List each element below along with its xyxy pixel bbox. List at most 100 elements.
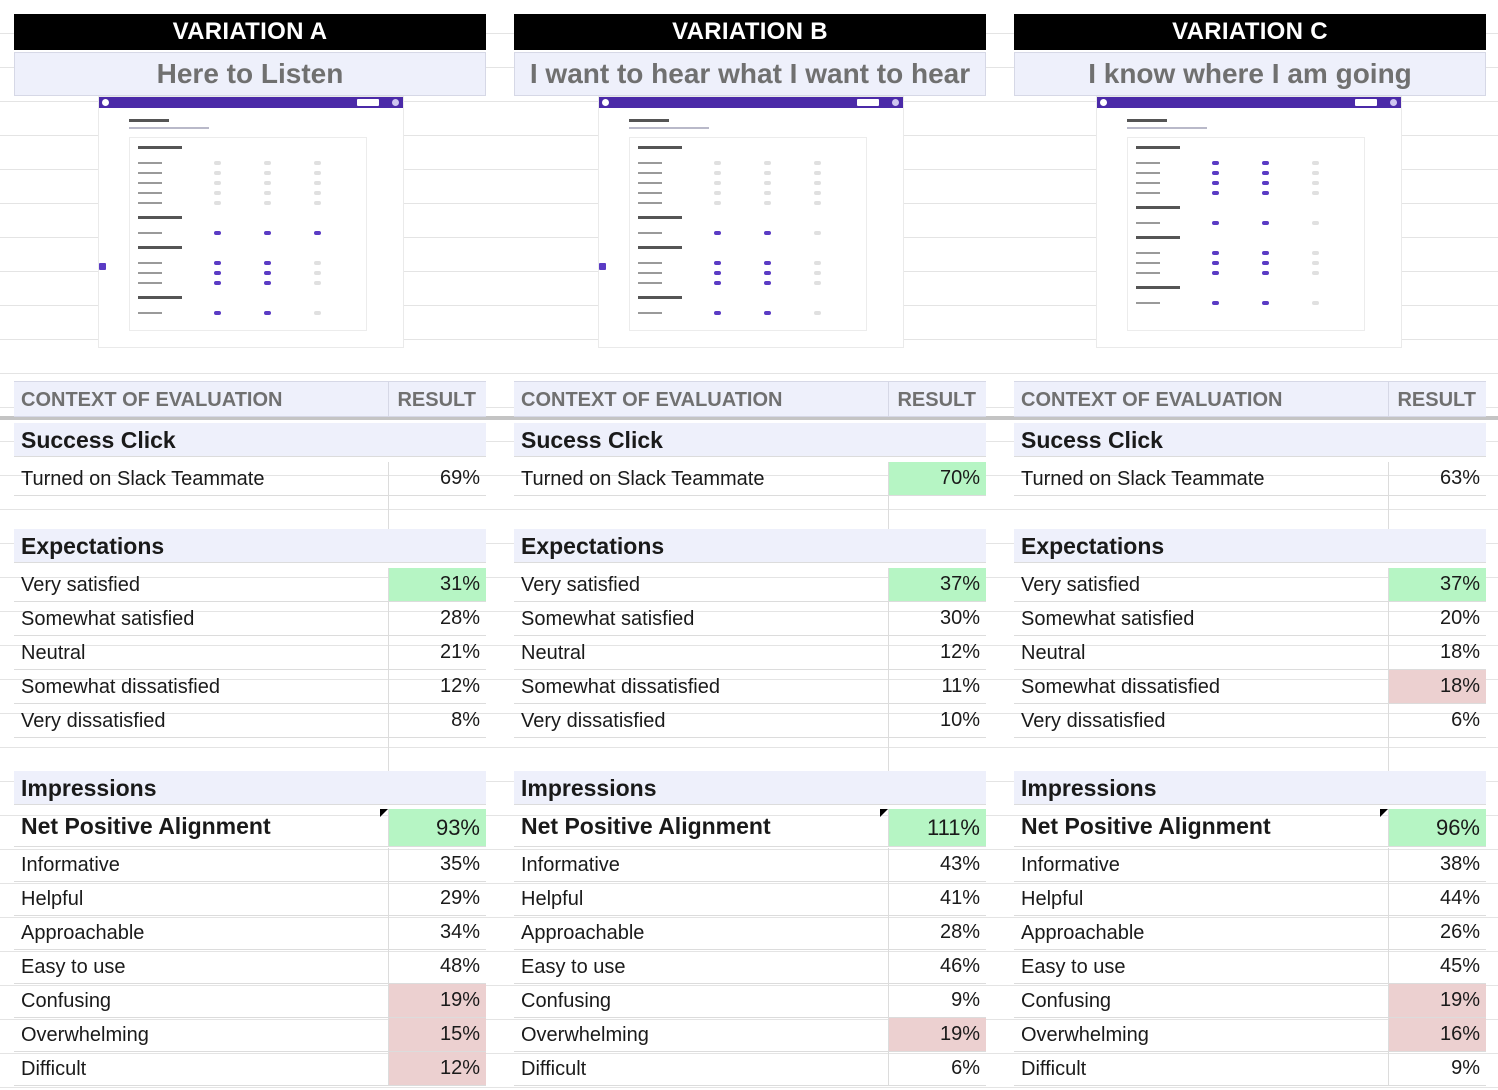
screenshot-thumbnail[interactable] — [1096, 96, 1402, 348]
result-cell[interactable]: 70% — [889, 462, 986, 495]
result-cell[interactable]: 12% — [389, 1052, 486, 1085]
comment-marker-icon[interactable] — [880, 809, 888, 817]
result-cell[interactable]: 16% — [1389, 1018, 1486, 1051]
result-cell[interactable]: 9% — [951, 989, 980, 1011]
empty-row[interactable] — [14, 738, 486, 772]
section-row-expectations[interactable]: Expectations — [514, 529, 986, 563]
table-row[interactable]: Confusing 19% — [14, 984, 486, 1018]
table-row[interactable]: Overwhelming 19% — [514, 1018, 986, 1052]
result-cell[interactable]: 12% — [439, 675, 480, 697]
result-cell[interactable]: 10% — [939, 709, 980, 731]
result-cell[interactable]: 93% — [389, 809, 486, 846]
table-row[interactable]: Helpful 41% — [514, 882, 986, 916]
result-cell[interactable]: 19% — [389, 984, 486, 1017]
table-row[interactable]: Neutral 18% — [1014, 636, 1486, 670]
table-row[interactable]: Difficult 6% — [514, 1052, 986, 1086]
section-row-impressions[interactable]: Impressions — [1014, 771, 1486, 805]
table-row[interactable]: Easy to use 45% — [1014, 950, 1486, 984]
empty-row[interactable] — [514, 496, 986, 530]
variation-subtitle[interactable]: I know where I am going — [1014, 52, 1486, 96]
result-header[interactable]: RESULT — [897, 389, 976, 411]
table-row[interactable]: Very dissatisfied 6% — [1014, 704, 1486, 738]
result-cell[interactable]: 20% — [1439, 607, 1480, 629]
result-cell[interactable]: 29% — [439, 887, 480, 909]
empty-row[interactable] — [1014, 496, 1486, 530]
result-cell[interactable]: 8% — [451, 709, 480, 731]
table-row[interactable]: Very satisfied 37% — [514, 568, 986, 602]
result-cell[interactable]: 28% — [939, 921, 980, 943]
table-row[interactable]: Very dissatisfied 8% — [14, 704, 486, 738]
table-row[interactable]: Informative 35% — [14, 848, 486, 882]
net-positive-row[interactable]: Net Positive Alignment 93% — [14, 809, 486, 847]
variation-title[interactable]: VARIATION A — [14, 14, 486, 50]
result-cell[interactable]: 11% — [941, 675, 980, 697]
result-cell[interactable]: 38% — [1439, 853, 1480, 875]
result-cell[interactable]: 21% — [439, 641, 480, 663]
screenshot-thumbnail[interactable] — [598, 96, 904, 348]
result-header[interactable]: RESULT — [397, 389, 476, 411]
table-row[interactable]: Somewhat satisfied 28% — [14, 602, 486, 636]
section-row-expectations[interactable]: Expectations — [14, 529, 486, 563]
result-cell[interactable]: 19% — [889, 1018, 986, 1051]
empty-row[interactable] — [514, 738, 986, 772]
table-row[interactable]: Helpful 44% — [1014, 882, 1486, 916]
net-positive-row[interactable]: Net Positive Alignment 111% — [514, 809, 986, 847]
table-row[interactable]: Somewhat dissatisfied 12% — [14, 670, 486, 704]
table-row[interactable]: Approachable 34% — [14, 916, 486, 950]
section-row-success[interactable]: Sucess Click — [514, 423, 986, 457]
context-header[interactable]: CONTEXT OF EVALUATION — [1021, 389, 1283, 411]
result-cell[interactable]: 37% — [1389, 568, 1486, 601]
result-cell[interactable]: 96% — [1389, 809, 1486, 846]
table-row[interactable]: Turned on Slack Teammate 63% — [1014, 462, 1486, 496]
result-cell[interactable]: 43% — [939, 853, 980, 875]
result-cell[interactable]: 28% — [439, 607, 480, 629]
variation-subtitle[interactable]: I want to hear what I want to hear — [514, 52, 986, 96]
table-row[interactable]: Very satisfied 31% — [14, 568, 486, 602]
table-row[interactable]: Informative 43% — [514, 848, 986, 882]
section-row-impressions[interactable]: Impressions — [14, 771, 486, 805]
result-cell[interactable]: 63% — [1439, 467, 1480, 489]
result-cell[interactable]: 48% — [439, 955, 480, 977]
table-row[interactable]: Approachable 28% — [514, 916, 986, 950]
result-cell[interactable]: 18% — [1439, 641, 1480, 663]
section-row-success[interactable]: Sucess Click — [1014, 423, 1486, 457]
table-row[interactable]: Somewhat satisfied 20% — [1014, 602, 1486, 636]
section-row-impressions[interactable]: Impressions — [514, 771, 986, 805]
table-row[interactable]: Very satisfied 37% — [1014, 568, 1486, 602]
result-cell[interactable]: 9% — [1451, 1057, 1480, 1079]
result-header[interactable]: RESULT — [1397, 389, 1476, 411]
table-row[interactable]: Somewhat dissatisfied 11% — [514, 670, 986, 704]
table-row[interactable]: Informative 38% — [1014, 848, 1486, 882]
result-cell[interactable]: 31% — [389, 568, 486, 601]
result-cell[interactable]: 34% — [439, 921, 480, 943]
result-cell[interactable]: 6% — [1451, 709, 1480, 731]
comment-marker-icon[interactable] — [1380, 809, 1388, 817]
comment-marker-icon[interactable] — [380, 809, 388, 817]
result-cell[interactable]: 15% — [389, 1018, 486, 1051]
result-cell[interactable]: 44% — [1439, 887, 1480, 909]
table-row[interactable]: Easy to use 46% — [514, 950, 986, 984]
screenshot-thumbnail[interactable] — [98, 96, 404, 348]
empty-row[interactable] — [1014, 738, 1486, 772]
result-cell[interactable]: 12% — [939, 641, 980, 663]
table-row[interactable]: Neutral 12% — [514, 636, 986, 670]
variation-title[interactable]: VARIATION C — [1014, 14, 1486, 50]
result-cell[interactable]: 35% — [439, 853, 480, 875]
section-row-expectations[interactable]: Expectations — [1014, 529, 1486, 563]
result-cell[interactable]: 45% — [1439, 955, 1480, 977]
table-row[interactable]: Turned on Slack Teammate 69% — [14, 462, 486, 496]
result-cell[interactable]: 111% — [889, 809, 986, 846]
net-positive-row[interactable]: Net Positive Alignment 96% — [1014, 809, 1486, 847]
table-row[interactable]: Turned on Slack Teammate 70% — [514, 462, 986, 496]
result-cell[interactable]: 18% — [1389, 670, 1486, 703]
result-cell[interactable]: 19% — [1389, 984, 1486, 1017]
result-cell[interactable]: 26% — [1439, 921, 1480, 943]
result-cell[interactable]: 46% — [939, 955, 980, 977]
variation-subtitle[interactable]: Here to Listen — [14, 52, 486, 96]
context-header[interactable]: CONTEXT OF EVALUATION — [521, 389, 783, 411]
empty-row[interactable] — [14, 496, 486, 530]
result-cell[interactable]: 37% — [889, 568, 986, 601]
table-row[interactable]: Confusing 19% — [1014, 984, 1486, 1018]
table-row[interactable]: Overwhelming 16% — [1014, 1018, 1486, 1052]
table-row[interactable]: Helpful 29% — [14, 882, 486, 916]
